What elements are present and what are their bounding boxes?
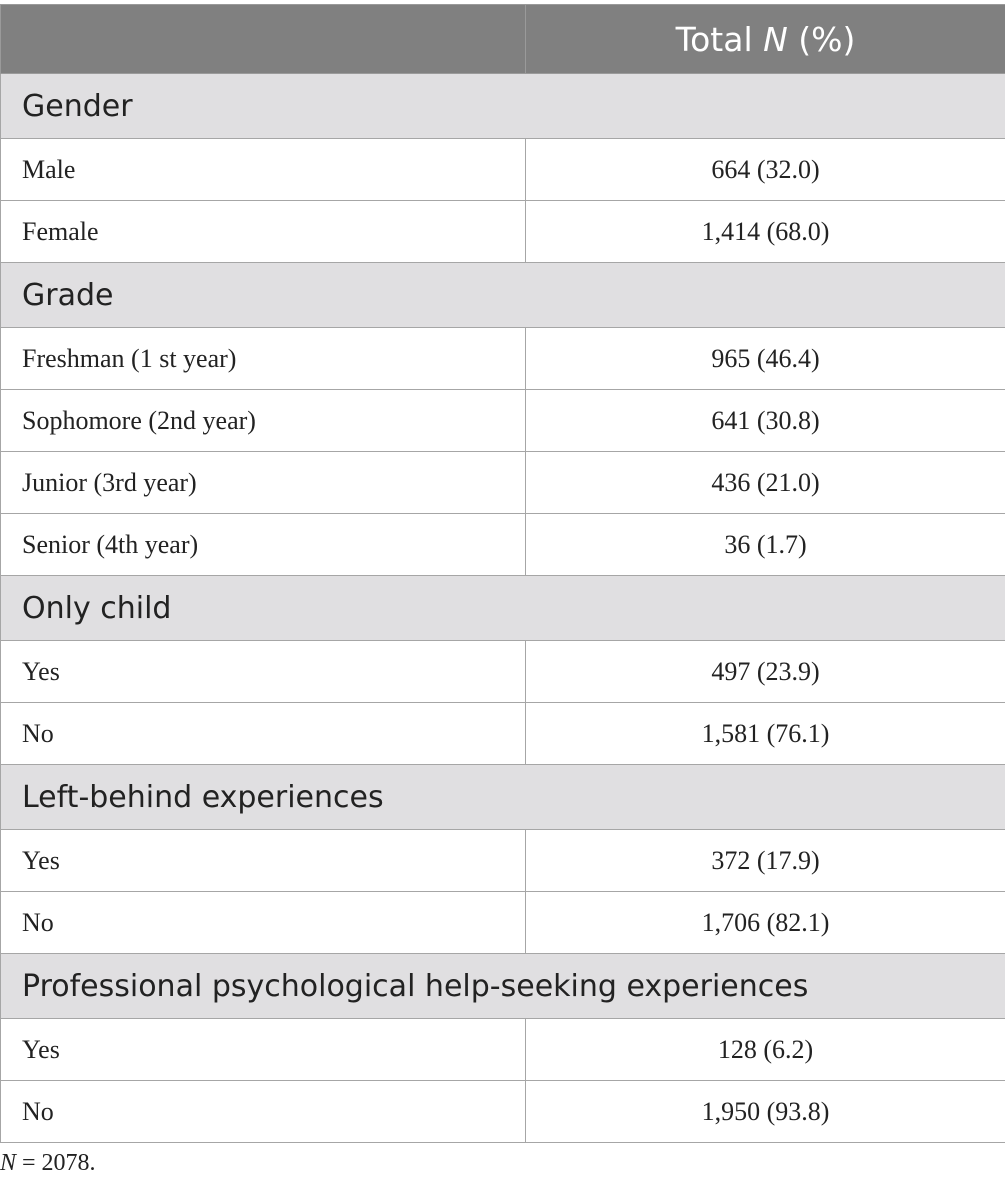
row-value: 36 (1.7) [525, 513, 1005, 576]
section-title: Grade [0, 262, 1005, 328]
section-title: Gender [0, 73, 1005, 139]
section-title: Left-behind experiences [0, 764, 1005, 830]
header-total-var: N [763, 19, 788, 59]
section-row-help-seeking: Professional psychological help-seeking … [0, 953, 1005, 1019]
row-value: 641 (30.8) [525, 389, 1005, 452]
row-value: 1,706 (82.1) [525, 891, 1005, 954]
table-row: Female 1,414 (68.0) [0, 200, 1005, 263]
row-label: Yes [0, 640, 526, 703]
table-row: No 1,581 (76.1) [0, 702, 1005, 765]
table-row: Yes 128 (6.2) [0, 1018, 1005, 1081]
table-row: Junior (3rd year) 436 (21.0) [0, 451, 1005, 514]
table-row: Freshman (1 st year) 965 (46.4) [0, 327, 1005, 390]
table-row: No 1,706 (82.1) [0, 891, 1005, 954]
row-value: 128 (6.2) [525, 1018, 1005, 1081]
section-row-only-child: Only child [0, 575, 1005, 641]
table-row: Yes 497 (23.9) [0, 640, 1005, 703]
row-value: 1,581 (76.1) [525, 702, 1005, 765]
row-label: No [0, 891, 526, 954]
footnote-text: = 2078. [16, 1150, 96, 1176]
table-body: Gender Male 664 (32.0) Female 1,414 (68.… [0, 73, 1005, 1143]
section-row-grade: Grade [0, 262, 1005, 328]
section-title: Professional psychological help-seeking … [0, 953, 1005, 1019]
row-label: Freshman (1 st year) [0, 327, 526, 390]
row-value: 372 (17.9) [525, 829, 1005, 892]
row-value: 1,414 (68.0) [525, 200, 1005, 263]
row-label: No [0, 1080, 526, 1143]
header-total-suffix: (%) [787, 19, 856, 59]
row-label: Female [0, 200, 526, 263]
table-row: Sophomore (2nd year) 641 (30.8) [0, 389, 1005, 452]
table-row: Male 664 (32.0) [0, 138, 1005, 201]
section-title: Only child [0, 575, 1005, 641]
row-value: 497 (23.9) [525, 640, 1005, 703]
section-row-gender: Gender [0, 73, 1005, 139]
table-header-row: Total N (%) [0, 4, 1005, 74]
table-row: Senior (4th year) 36 (1.7) [0, 513, 1005, 576]
row-value: 664 (32.0) [525, 138, 1005, 201]
table-footnote: N = 2078. [0, 1150, 96, 1177]
header-blank-cell [0, 4, 526, 74]
demographics-table-wrapper: Total N (%) Gender Male 664 (32.0) Femal… [0, 4, 1005, 1143]
row-label: Yes [0, 1018, 526, 1081]
row-label: Senior (4th year) [0, 513, 526, 576]
row-value: 965 (46.4) [525, 327, 1005, 390]
row-label: Junior (3rd year) [0, 451, 526, 514]
header-total-prefix: Total [675, 19, 764, 59]
demographics-table: Total N (%) Gender Male 664 (32.0) Femal… [0, 4, 1005, 1143]
row-label: Sophomore (2nd year) [0, 389, 526, 452]
row-value: 436 (21.0) [525, 451, 1005, 514]
row-label: No [0, 702, 526, 765]
section-row-left-behind: Left-behind experiences [0, 764, 1005, 830]
table-row: Yes 372 (17.9) [0, 829, 1005, 892]
footnote-var: N [0, 1150, 17, 1176]
row-value: 1,950 (93.8) [525, 1080, 1005, 1143]
row-label: Male [0, 138, 526, 201]
header-total-cell: Total N (%) [525, 4, 1005, 74]
table-row: No 1,950 (93.8) [0, 1080, 1005, 1143]
row-label: Yes [0, 829, 526, 892]
